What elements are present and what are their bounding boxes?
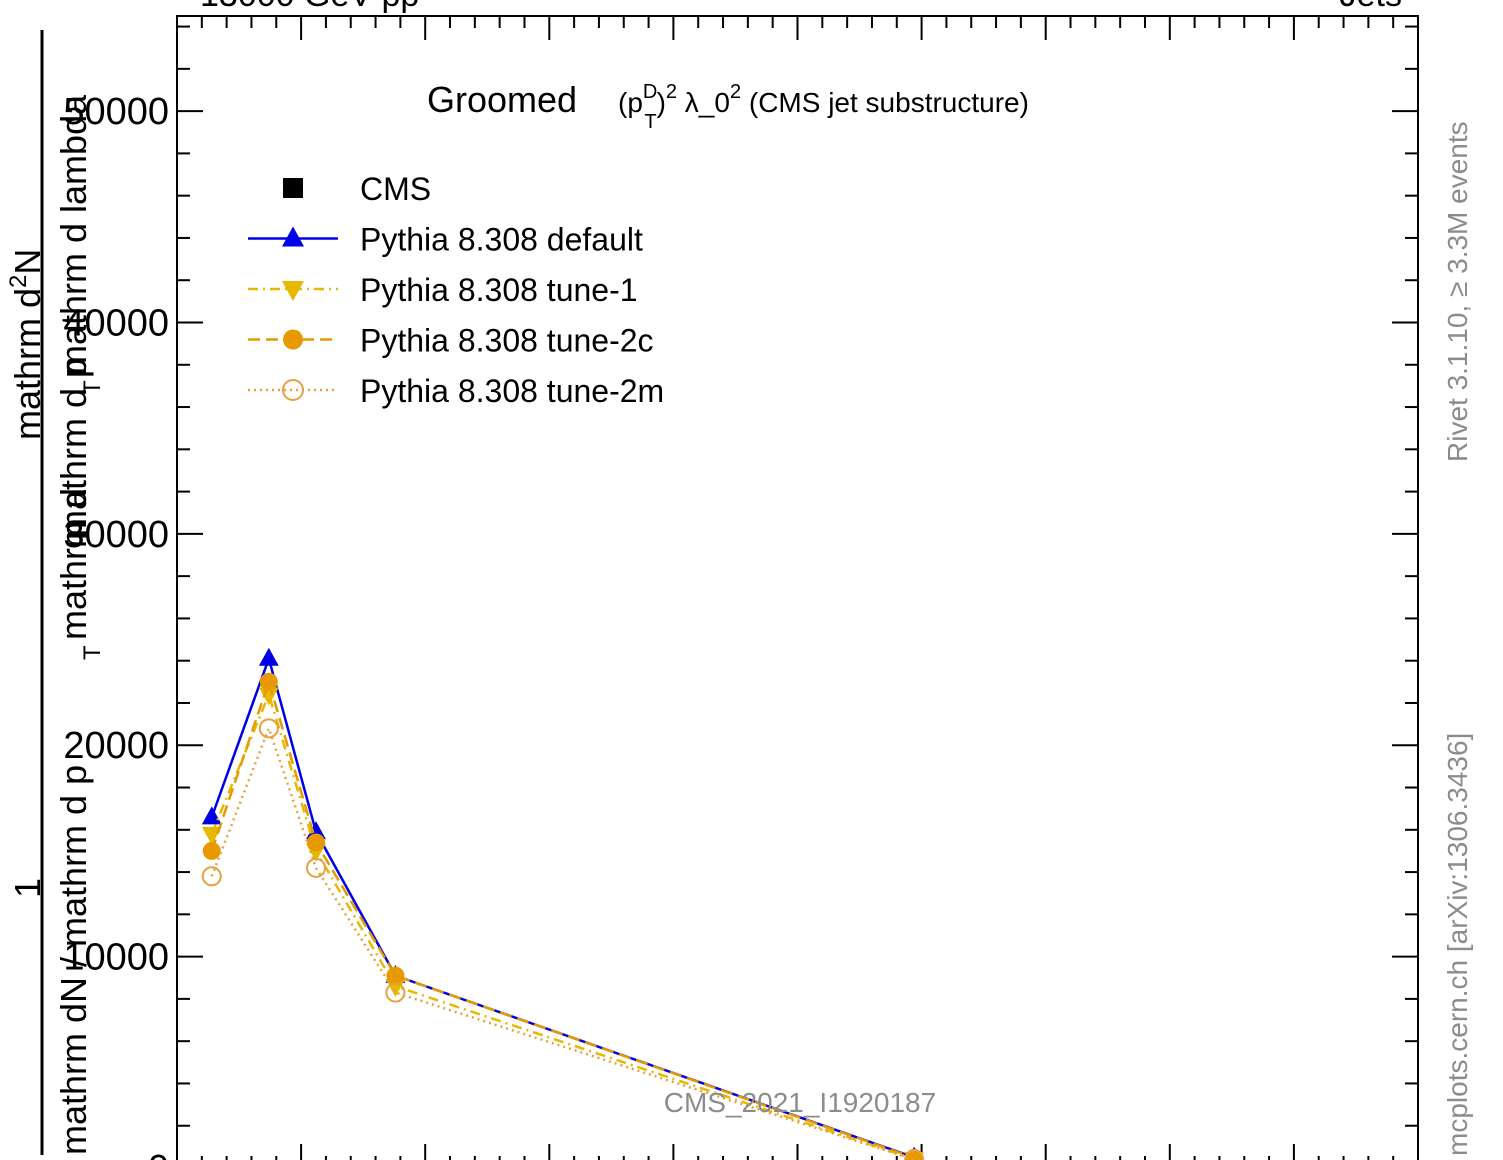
- data-point: [202, 841, 221, 860]
- series-4: [201, 718, 925, 1160]
- legend-label: Pythia 8.308 tune-2c: [360, 323, 654, 359]
- chart-title-lead: Groomed: [427, 79, 577, 120]
- y-label-sub-t1: T: [79, 645, 106, 660]
- legend: CMS Pythia 8.308 default Pythia 8.308 tune…: [248, 171, 664, 409]
- data-point: [258, 718, 279, 739]
- legend-marker: [282, 226, 304, 247]
- y-axis-ticks: 0 10000 20000 30000 40000 50000: [63, 25, 1418, 1160]
- chart-title: Groomed (pD T)2 λ_02 (CMS jet substructur…: [427, 79, 1029, 133]
- legend-label: Pythia 8.308 tune-2m: [360, 373, 664, 409]
- mcplots-url-label: mcplots.cern.ch [arXiv:1306.3436]: [1442, 732, 1473, 1156]
- data-point: [385, 979, 406, 998]
- y-tick-label: 50000: [63, 91, 169, 133]
- data-point: [201, 866, 222, 887]
- rivet-version-label: Rivet 3.1.10, ≥ 3.3M events: [1442, 121, 1473, 462]
- y-label-sub-t2: T: [79, 380, 106, 395]
- series-layer: [201, 647, 925, 1160]
- y-label-numerator-mid: mathrm d: [53, 488, 94, 640]
- data-point: [306, 821, 326, 840]
- series-line: [210, 654, 915, 1159]
- y-label-denominator: mathrm dN / mathrm d p: [53, 765, 94, 1155]
- y-label-denominator-tail: mathrm d p: [53, 358, 94, 540]
- data-point: [385, 982, 406, 1003]
- legend-marker: [283, 178, 303, 198]
- legend-label: CMS: [360, 171, 431, 207]
- header-right-label: Jets: [1340, 0, 1402, 14]
- data-point: [258, 687, 279, 706]
- x-axis-ticks: [176, 16, 1419, 1160]
- legend-label: Pythia 8.308 default: [360, 222, 643, 258]
- data-point: [201, 826, 222, 845]
- y-tick-label: 0: [148, 1148, 169, 1160]
- data-point: [259, 672, 278, 691]
- y-tick-label: 20000: [63, 725, 169, 767]
- data-point: [258, 647, 279, 666]
- y-label-one: 1: [7, 878, 48, 898]
- y-tick-label: 10000: [63, 937, 169, 979]
- legend-marker: [283, 329, 303, 350]
- y-tick-label: 30000: [63, 514, 169, 556]
- data-point: [386, 966, 405, 985]
- watermark: CMS_2021_I1920187: [664, 1087, 936, 1118]
- header-left-label: 13000 GeV pp: [200, 0, 419, 14]
- y-axis-label: 1 mathrm dN / mathrm d p T mathrm d math…: [5, 30, 106, 1155]
- data-point: [201, 806, 222, 825]
- chart-title-math: (pD T)2 λ_02 (CMS jet substructure): [618, 81, 1029, 133]
- legend-marker: [282, 379, 304, 401]
- data-point: [306, 833, 325, 852]
- legend-label: Pythia 8.308 tune-1: [360, 272, 638, 308]
- data-point: [305, 857, 326, 878]
- legend-marker: [282, 281, 304, 301]
- y-label-denominator-tail2: mathrm d lambda: [53, 94, 94, 375]
- series-3: [202, 672, 924, 1160]
- series-1: [201, 647, 922, 1160]
- y-tick-label: 40000: [63, 302, 169, 344]
